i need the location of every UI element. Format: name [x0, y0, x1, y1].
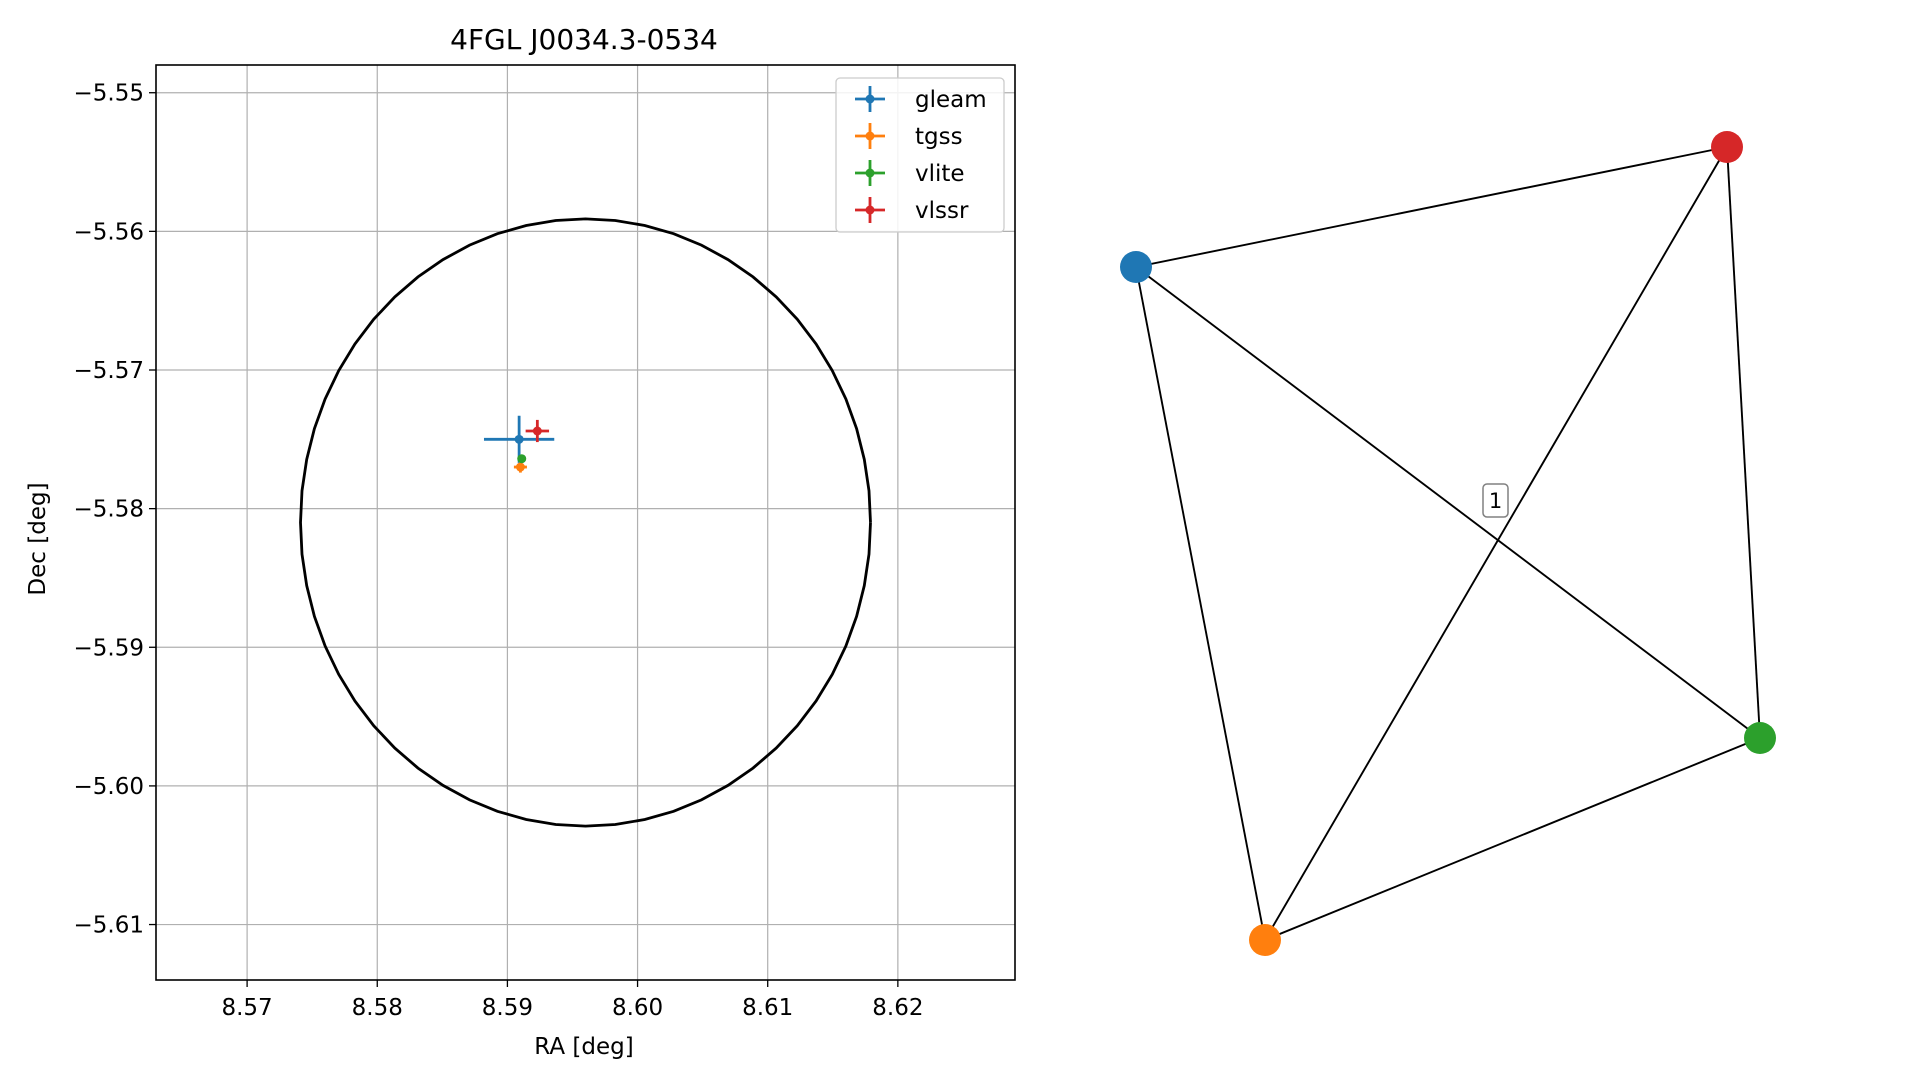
x-tick-label: 8.61 [742, 995, 793, 1021]
node-vlssr [1711, 131, 1743, 163]
data-point [517, 454, 527, 464]
data-point [532, 426, 542, 436]
node-tgss [1249, 924, 1281, 956]
y-tick-label: −5.57 [74, 358, 144, 384]
node-gleam [1120, 251, 1152, 283]
y-tick-label: −5.56 [74, 219, 144, 245]
x-axis-label: RA [deg] [534, 1034, 633, 1060]
y-tick-label: −5.55 [74, 81, 144, 107]
edge-label-text: 1 [1489, 489, 1502, 513]
legend-label: gleam [915, 87, 987, 113]
association-circle [299, 217, 872, 828]
edge-tgss-vlssr [1264, 146, 1728, 941]
data-point [514, 434, 524, 444]
y-tick-label: −5.59 [74, 635, 144, 661]
x-tick-label: 8.60 [612, 995, 663, 1021]
x-tick-label: 8.58 [352, 995, 403, 1021]
y-axis-label: Dec [deg] [25, 482, 51, 595]
data-point [515, 462, 525, 472]
node-vlite [1744, 722, 1776, 754]
legend-label: vlssr [915, 198, 969, 224]
legend-marker [865, 168, 875, 178]
x-tick-label: 8.57 [221, 995, 272, 1021]
legend-marker [865, 94, 875, 104]
legend-marker [865, 205, 875, 215]
legend-entry-vlite: vlite [855, 160, 965, 187]
graph-edges [1135, 146, 1761, 941]
edge-gleam-vlssr [1135, 146, 1728, 268]
association-ellipse [299, 217, 872, 828]
legend-label: tgss [915, 124, 963, 150]
errorbar-vlssr [525, 419, 550, 443]
legend-entry-vlssr: vlssr [855, 197, 969, 224]
plot-frame [155, 64, 1016, 981]
edge-label: 1 [1482, 483, 1509, 518]
edge-gleam-tgss [1135, 266, 1266, 941]
chart-title: 4FGL J0034.3-0534 [450, 23, 718, 56]
x-tick-label: 8.59 [482, 995, 533, 1021]
legend-box [835, 77, 1005, 233]
legend-label: vlite [915, 161, 965, 187]
edge-gleam-vlite [1135, 266, 1761, 739]
network-panel: 1 [1120, 131, 1776, 956]
graph-nodes [1120, 131, 1776, 956]
legend-entry-gleam: gleam [855, 86, 987, 113]
legend: gleam tgss vlite vlssr [835, 77, 1005, 233]
x-axis-ticks: 8.57 8.58 8.59 8.60 8.61 8.62 [221, 980, 923, 1021]
y-tick-label: −5.61 [74, 913, 144, 939]
errorbar-tgss [513, 461, 527, 473]
errorbar-vlite [517, 454, 527, 464]
edge-vlite-vlssr [1726, 146, 1761, 739]
scatter-panel: 8.57 8.58 8.59 8.60 8.61 8.62 −5.55 −5.56 −5.57… [25, 23, 1016, 1060]
y-axis-ticks: −5.55 −5.56 −5.57 −5.58 −5.59 −5.60 −5.61 [74, 81, 156, 939]
errorbar-gleam [483, 415, 555, 463]
x-tick-label: 8.62 [872, 995, 923, 1021]
legend-marker [865, 131, 875, 141]
edge-label-box [1482, 483, 1509, 518]
y-tick-label: −5.58 [74, 497, 144, 523]
edge-tgss-vlite [1264, 737, 1761, 941]
errorbar-markers [483, 415, 555, 473]
y-tick-label: −5.60 [74, 774, 144, 800]
legend-entry-tgss: tgss [855, 123, 963, 150]
